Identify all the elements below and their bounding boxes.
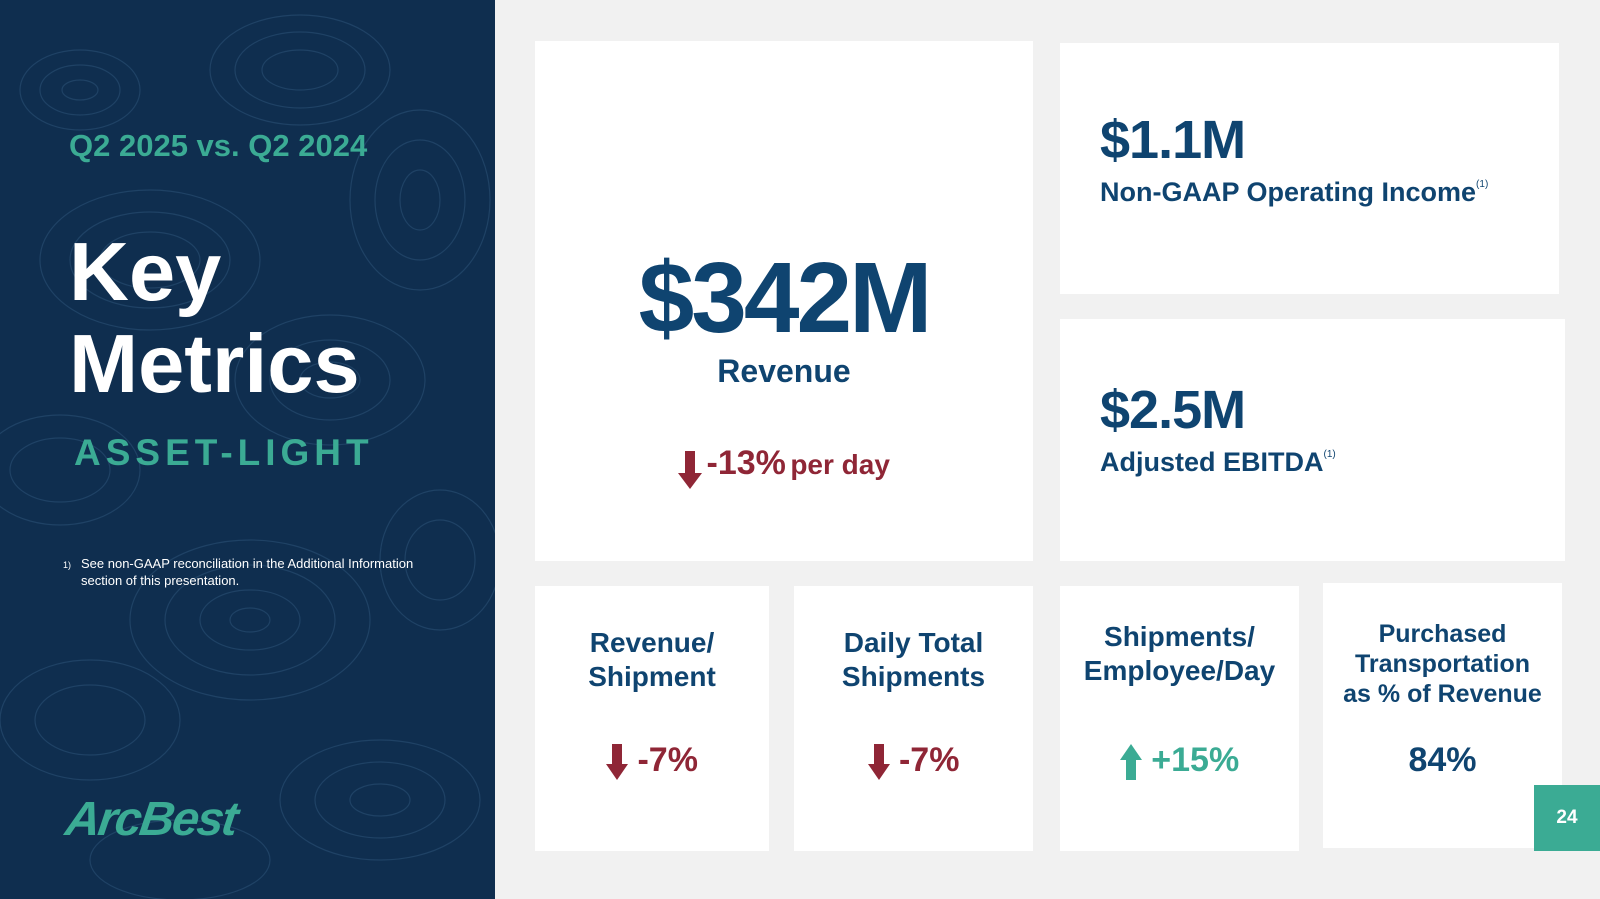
revenue-value: $342M <box>638 242 933 354</box>
metric-value-text: -7% <box>898 741 960 779</box>
metric-label-line-2: Shipment <box>588 661 716 692</box>
up-arrow-icon <box>1119 744 1142 781</box>
period-label: Q2 2025 vs. Q2 2024 <box>69 128 368 163</box>
metric-value-text: -7% <box>637 741 698 779</box>
metric-value: 84% <box>1323 741 1562 780</box>
topographic-background <box>0 14 495 899</box>
footnote-ref: (1) <box>1476 179 1489 190</box>
metric-label-line-1: Shipments/ <box>1104 621 1255 652</box>
footnote-number: 1) <box>63 560 72 570</box>
adjusted-ebitda-label: Adjusted EBITDA(1) <box>1100 447 1336 478</box>
metric-value-text: +15% <box>1151 741 1240 779</box>
metric-label-line-3: as % of Revenue <box>1343 680 1542 708</box>
metric-label-line-2: Transportation <box>1354 650 1530 678</box>
metric-value: +15% <box>1060 741 1299 781</box>
daily-total-shipments-card: Daily Total Shipments -7% <box>794 586 1033 851</box>
metric-value: -7% <box>535 741 769 781</box>
revenue-per-shipment-card: Revenue/ Shipment -7% <box>535 586 769 851</box>
operating-income-label: Non-GAAP Operating Income(1) <box>1100 177 1488 208</box>
down-arrow-icon <box>678 450 703 489</box>
operating-income-card: $1.1M Non-GAAP Operating Income(1) <box>1060 43 1559 294</box>
metric-label: Revenue/ Shipment <box>535 626 769 694</box>
page-title: Key Metrics <box>69 226 360 410</box>
footnote-ref: (1) <box>1323 449 1336 460</box>
title-line-1: Key <box>69 225 222 318</box>
title-line-2: Metrics <box>69 317 360 410</box>
metric-value-text: 84% <box>1408 741 1477 779</box>
revenue-label: Revenue <box>717 353 851 389</box>
revenue-change-unit: per day <box>790 449 890 480</box>
adjusted-ebitda-card: $2.5M Adjusted EBITDA(1) <box>1060 319 1565 561</box>
metric-label-line-1: Revenue/ <box>589 627 715 658</box>
metric-label: Shipments/ Employee/Day <box>1060 620 1299 688</box>
down-arrow-icon <box>606 744 629 781</box>
metric-label: Purchased Transportation as % of Revenue <box>1323 619 1562 709</box>
revenue-change-pct: -13% <box>706 444 786 482</box>
metric-label-line-2: Employee/Day <box>1083 655 1276 686</box>
adjusted-ebitda-label-text: Adjusted EBITDA <box>1100 447 1324 477</box>
adjusted-ebitda-value: $2.5M <box>1100 380 1246 440</box>
shipments-per-employee-card: Shipments/ Employee/Day +15% <box>1060 586 1299 851</box>
revenue-card: $342M Revenue -13% per day <box>535 41 1033 561</box>
metric-label-line-2: Shipments <box>841 661 986 692</box>
metric-value: -7% <box>794 741 1033 781</box>
page-number: 24 <box>1534 785 1600 851</box>
metric-label: Daily Total Shipments <box>794 626 1033 694</box>
operating-income-label-text: Non-GAAP Operating Income <box>1100 177 1477 207</box>
footnote: 1) See non-GAAP reconciliation in the Ad… <box>63 555 453 589</box>
operating-income-value: $1.1M <box>1100 110 1246 170</box>
metric-label-line-1: Purchased <box>1378 620 1507 648</box>
arcbest-logo: ArcBest <box>62 793 240 846</box>
section-subtitle: ASSET-LIGHT <box>74 432 374 473</box>
metric-label-line-1: Daily Total <box>843 627 984 658</box>
left-panel: Q2 2025 vs. Q2 2024 Key Metrics ASSET-LI… <box>0 0 495 899</box>
purchased-transportation-card: Purchased Transportation as % of Revenue… <box>1323 583 1562 848</box>
revenue-change: -13% per day <box>535 444 1033 489</box>
down-arrow-icon <box>867 744 890 781</box>
footnote-text: See non-GAAP reconciliation in the Addit… <box>81 556 414 588</box>
